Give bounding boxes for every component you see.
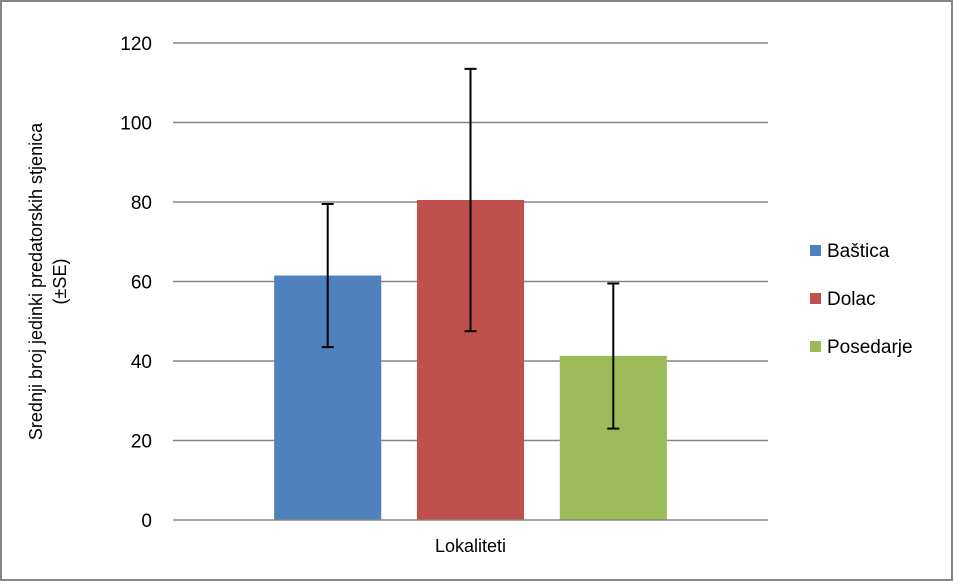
y-tick-label: 100 [120,114,152,135]
y-tick-label: 80 [131,193,152,214]
y-axis-label-line2: (±SE) [50,259,70,305]
legend-label: Baštica [827,241,890,262]
legend-swatch [810,245,821,256]
y-axis-label: Srednji broj jedinki predatorskih stjeni… [26,122,70,440]
y-tick-label: 40 [131,352,152,373]
y-axis-ticks: 0 20 40 60 80 100 120 [120,34,152,532]
y-axis-label-line1: Srednji broj jedinki predatorskih stjeni… [26,122,46,440]
x-axis-label: Lokaliteti [435,536,506,556]
y-tick-label: 60 [131,273,152,294]
y-tick-label: 20 [131,432,152,453]
legend: Baštica Dolac Posedarje [810,241,913,358]
legend-label: Posedarje [827,337,913,358]
legend-label: Dolac [827,289,876,310]
y-tick-label: 0 [141,511,152,532]
legend-swatch [810,341,821,352]
legend-swatch [810,293,821,304]
error-bars [321,67,620,430]
y-tick-label: 120 [120,34,152,55]
